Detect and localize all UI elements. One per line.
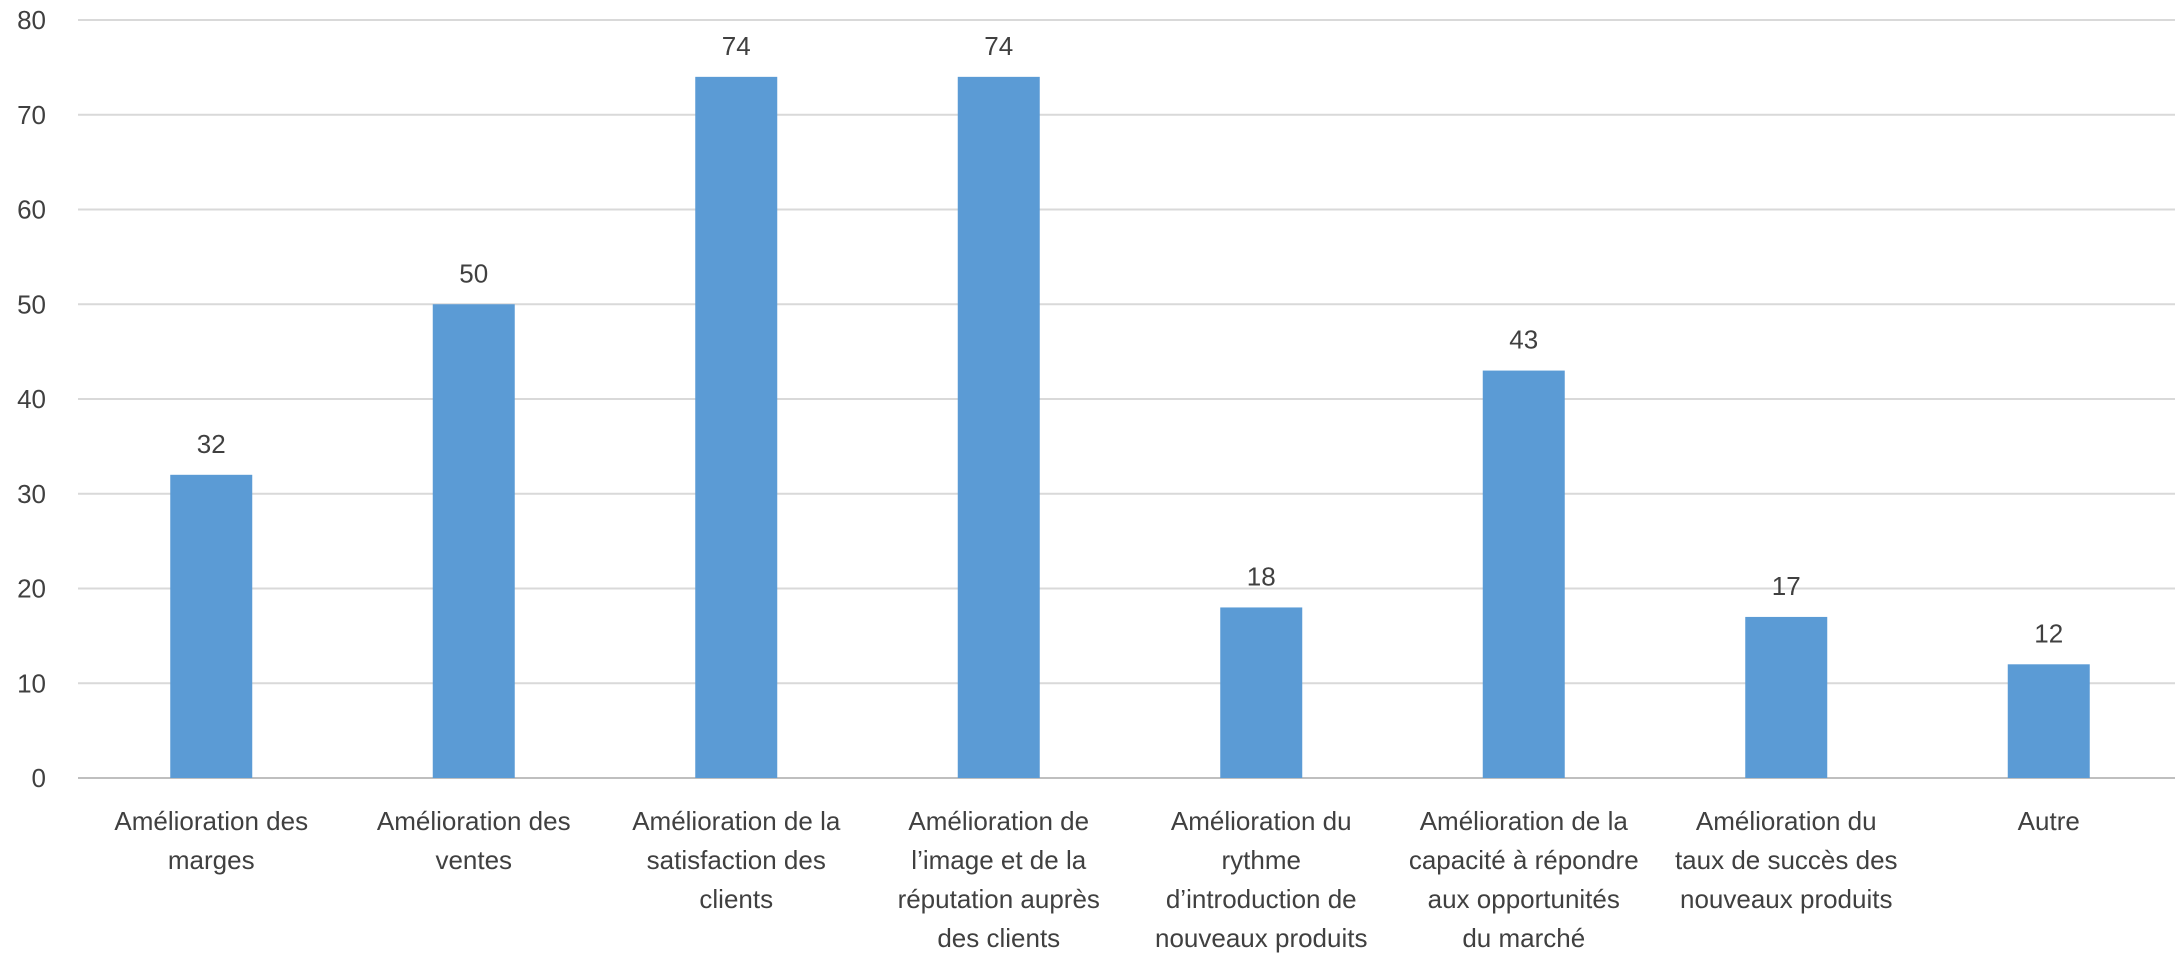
- x-category-label-line: Autre: [2018, 806, 2080, 836]
- data-label: 43: [1509, 325, 1538, 355]
- x-category-label-line: capacité à répondre: [1409, 845, 1639, 875]
- bar: [1220, 607, 1303, 778]
- x-category-label-line: Amélioration du: [1696, 806, 1877, 836]
- bar: [2007, 664, 2090, 778]
- x-category-label: Amélioration du taux de succès des nouveau…: [1675, 806, 1898, 914]
- y-tick-label: 40: [17, 384, 46, 414]
- bar: [432, 304, 515, 778]
- y-tick-label: 10: [17, 668, 46, 698]
- x-category-label-line: du marché: [1462, 923, 1585, 953]
- x-category-label-line: ventes: [435, 845, 512, 875]
- data-label: 74: [722, 31, 751, 61]
- x-category-label: Amélioration des marges: [114, 806, 308, 875]
- x-category-label-line: Amélioration de la: [632, 806, 841, 836]
- x-category-label-line: aux opportunités: [1428, 884, 1620, 914]
- data-label: 32: [197, 429, 226, 459]
- x-category-label-line: satisfaction des: [647, 845, 826, 875]
- data-label: 17: [1772, 571, 1801, 601]
- x-category-label-line: l’image et de la: [911, 845, 1086, 875]
- x-category-label-line: Amélioration du: [1171, 806, 1352, 836]
- data-label: 12: [2034, 618, 2063, 648]
- bar: [1482, 370, 1565, 778]
- x-category-label: Amélioration des ventes: [377, 806, 571, 875]
- x-category-label: Amélioration de la capacité à répondre aux…: [1409, 806, 1639, 953]
- x-category-label: Amélioration de la satisfaction des client…: [632, 806, 841, 914]
- y-tick-label: 50: [17, 289, 46, 319]
- x-category-label: Autre: [2018, 806, 2080, 836]
- x-category-label-line: nouveaux produits: [1680, 884, 1892, 914]
- data-labels: 32 50 74 74 18 43 17 12: [197, 31, 2063, 648]
- x-category-label-line: clients: [699, 884, 773, 914]
- x-category-label-line: des clients: [937, 923, 1060, 953]
- bars: [170, 76, 2090, 779]
- x-category-label-line: taux de succès des: [1675, 845, 1898, 875]
- x-category-label-line: Amélioration de la: [1420, 806, 1629, 836]
- x-category-label: Amélioration du rythme d’introduction de no…: [1155, 806, 1367, 953]
- bar: [957, 76, 1040, 779]
- y-tick-label: 60: [17, 195, 46, 225]
- x-category-label: Amélioration de l’image et de la réputatio…: [898, 806, 1100, 953]
- x-category-label-line: d’introduction de: [1166, 884, 1357, 914]
- x-category-label-line: Amélioration de: [908, 806, 1089, 836]
- data-label: 50: [459, 258, 488, 288]
- x-category-label-line: réputation auprès: [898, 884, 1100, 914]
- x-category-label-line: nouveaux produits: [1155, 923, 1367, 953]
- y-axis-ticks: 0 10 20 30 40 50 60 70 80: [17, 5, 46, 793]
- y-tick-label: 80: [17, 5, 46, 35]
- x-axis-categories: Amélioration des marges Amélioration des ve…: [114, 806, 2079, 953]
- x-category-label-line: rythme: [1222, 845, 1301, 875]
- bar: [1745, 616, 1828, 778]
- x-category-label-line: marges: [168, 845, 255, 875]
- data-label: 18: [1247, 561, 1276, 591]
- bar: [695, 76, 778, 779]
- gridlines: [78, 19, 2175, 779]
- y-tick-label: 30: [17, 479, 46, 509]
- x-category-label-line: Amélioration des: [377, 806, 571, 836]
- bar: [170, 474, 253, 778]
- y-tick-label: 20: [17, 574, 46, 604]
- y-tick-label: 70: [17, 100, 46, 130]
- data-label: 74: [984, 31, 1013, 61]
- x-category-label-line: Amélioration des: [114, 806, 308, 836]
- y-tick-label: 0: [32, 763, 46, 793]
